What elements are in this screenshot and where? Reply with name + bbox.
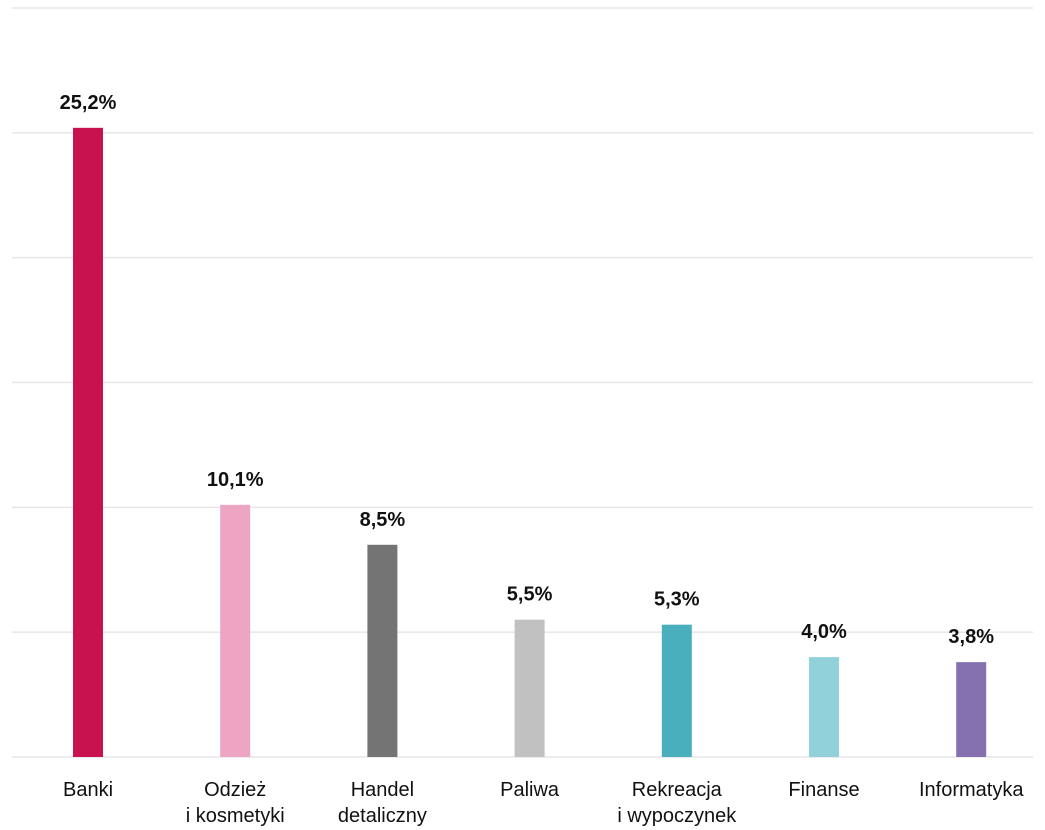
- category-labels: Banki Odzież i kosmetyki Handel detaliczny Pa…: [63, 779, 1024, 827]
- category-label: Banki: [63, 779, 113, 801]
- category-label: detaliczny: [338, 805, 427, 827]
- category-label: Rekreacja: [632, 779, 723, 801]
- bar: [809, 657, 839, 757]
- category-label: Informatyka: [919, 779, 1024, 801]
- bar: [661, 624, 692, 757]
- value-label: 5,5%: [507, 584, 553, 606]
- bars: [73, 127, 987, 758]
- value-labels: 25,2% 10,1% 8,5% 5,5% 5,3% 4,0% 3,8%: [60, 92, 995, 648]
- category-label: Handel: [351, 779, 414, 801]
- bar: [367, 544, 398, 757]
- value-label: 8,5%: [360, 509, 406, 531]
- category-label: i wypoczynek: [617, 805, 737, 827]
- category-label: Finanse: [788, 779, 859, 801]
- value-label: 10,1%: [207, 469, 264, 491]
- bar: [73, 127, 103, 758]
- value-label: 25,2%: [60, 92, 117, 114]
- bar: [514, 619, 545, 757]
- value-label: 3,8%: [948, 626, 994, 648]
- bar: [220, 504, 251, 757]
- category-label: i kosmetyki: [186, 805, 285, 827]
- bar: [956, 662, 987, 757]
- gridlines: [12, 7, 1033, 758]
- category-label: Odzież: [204, 779, 266, 801]
- value-label: 4,0%: [801, 621, 847, 643]
- category-label: Paliwa: [500, 779, 560, 801]
- value-label: 5,3%: [654, 589, 700, 611]
